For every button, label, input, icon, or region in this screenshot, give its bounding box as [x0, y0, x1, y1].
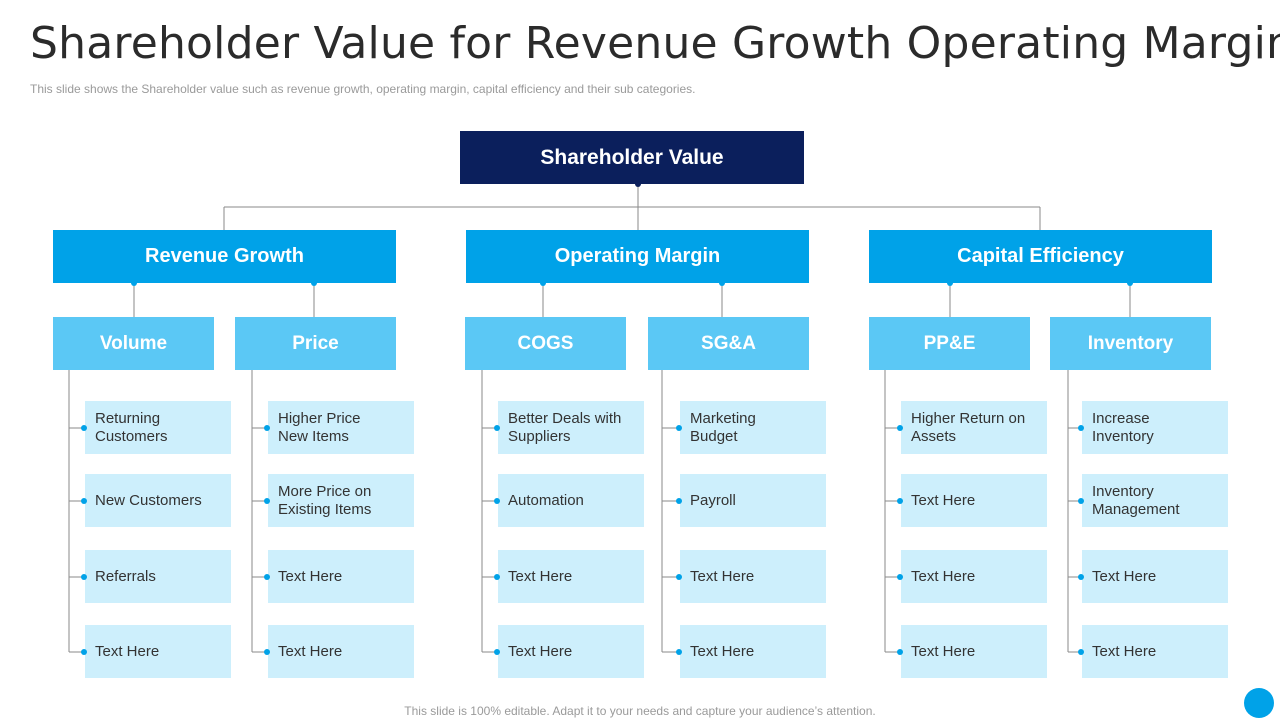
leaf-item-label: Higher Return on Assets [911, 409, 1026, 445]
leaf-item: Text Here [901, 550, 1047, 603]
connector-dot [1127, 280, 1133, 286]
connector-dot [81, 574, 87, 580]
connector-dot [897, 425, 903, 431]
leaf-item: Text Here [1082, 625, 1228, 678]
leaf-item-label: Higher Price New Items [278, 409, 361, 445]
leaf-item-label: Text Here [508, 567, 573, 585]
leaf-item-label: Text Here [911, 491, 976, 509]
leaf-item: Text Here [498, 625, 644, 678]
leaf-item-label: Better Deals with Suppliers [508, 409, 622, 445]
leaf-item: Inventory Management [1082, 474, 1228, 527]
leaf-item: Higher Return on Assets [901, 401, 1047, 454]
leaf-item: Text Here [498, 550, 644, 603]
leaf-item: Payroll [680, 474, 826, 527]
leaf-item: More Price on Existing Items [268, 474, 414, 527]
leaf-item: New Customers [85, 474, 231, 527]
connector-dot [897, 574, 903, 580]
connector-dot [635, 181, 641, 187]
leaf-item-label: Returning Customers [95, 409, 168, 445]
subcategory-price: Price [235, 317, 396, 370]
leaf-item-label: Text Here [911, 567, 976, 585]
leaf-item-label: Payroll [690, 491, 736, 509]
leaf-item-label: Text Here [278, 567, 343, 585]
subcategory-inventory: Inventory [1050, 317, 1211, 370]
root-node: Shareholder Value [460, 131, 804, 184]
connector-dot [676, 574, 682, 580]
connector-dot [494, 425, 500, 431]
leaf-item: Text Here [901, 474, 1047, 527]
connector-dot [897, 498, 903, 504]
connector-dot [311, 280, 317, 286]
connector-dot [81, 425, 87, 431]
connector-dot [264, 425, 270, 431]
slide-subtitle: This slide shows the Shareholder value s… [30, 82, 696, 96]
subcategory-volume: Volume [53, 317, 214, 370]
leaf-item: Text Here [268, 550, 414, 603]
corner-circle [1244, 688, 1274, 718]
leaf-item: Text Here [901, 625, 1047, 678]
subcategory-ppe: PP&E [869, 317, 1030, 370]
category-revenue-growth: Revenue Growth [53, 230, 396, 283]
leaf-item-label: Referrals [95, 567, 156, 585]
leaf-item: Returning Customers [85, 401, 231, 454]
leaf-item: Text Here [85, 625, 231, 678]
leaf-item-label: Text Here [508, 642, 573, 660]
connector-dot [264, 649, 270, 655]
leaf-item-label: Increase Inventory [1092, 409, 1154, 445]
category-capital-efficiency: Capital Efficiency [869, 230, 1212, 283]
category-operating-margin: Operating Margin [466, 230, 809, 283]
connector-dot [131, 280, 137, 286]
leaf-item-label: Marketing Budget [690, 409, 756, 445]
leaf-item: Higher Price New Items [268, 401, 414, 454]
leaf-item-label: Automation [508, 491, 584, 509]
leaf-item: Automation [498, 474, 644, 527]
connector-dot [81, 498, 87, 504]
connector-dot [947, 280, 953, 286]
leaf-item: Better Deals with Suppliers [498, 401, 644, 454]
leaf-item: Text Here [1082, 550, 1228, 603]
connector-dot [1078, 498, 1084, 504]
connector-dot [676, 649, 682, 655]
connector-dot [1078, 649, 1084, 655]
leaf-item: Text Here [680, 625, 826, 678]
connector-dot [719, 280, 725, 286]
slide-footer: This slide is 100% editable. Adapt it to… [404, 704, 876, 718]
connector-dot [897, 649, 903, 655]
connector-dot [494, 498, 500, 504]
connector-dot [676, 425, 682, 431]
connector-dot [264, 574, 270, 580]
leaf-item-label: Text Here [1092, 642, 1157, 660]
subcategory-cogs: COGS [465, 317, 626, 370]
leaf-item-label: Text Here [690, 642, 755, 660]
leaf-item-label: Text Here [95, 642, 160, 660]
leaf-item: Increase Inventory [1082, 401, 1228, 454]
leaf-item: Marketing Budget [680, 401, 826, 454]
leaf-item-label: New Customers [95, 491, 202, 509]
leaf-item-label: Inventory Management [1092, 482, 1180, 518]
leaf-item: Text Here [680, 550, 826, 603]
leaf-item-label: Text Here [911, 642, 976, 660]
leaf-item-label: Text Here [1092, 567, 1157, 585]
connector-dot [494, 574, 500, 580]
leaf-item-label: Text Here [278, 642, 343, 660]
leaf-item: Referrals [85, 550, 231, 603]
connector-dot [81, 649, 87, 655]
connector-dot [1078, 425, 1084, 431]
leaf-item: Text Here [268, 625, 414, 678]
leaf-item-label: Text Here [690, 567, 755, 585]
connector-dot [1078, 574, 1084, 580]
subcategory-sga: SG&A [648, 317, 809, 370]
connector-dot [494, 649, 500, 655]
slide-title: Shareholder Value for Revenue Growth Ope… [30, 18, 1280, 69]
connector-dot [540, 280, 546, 286]
leaf-item-label: More Price on Existing Items [278, 482, 372, 518]
connector-dot [264, 498, 270, 504]
connector-dot [676, 498, 682, 504]
